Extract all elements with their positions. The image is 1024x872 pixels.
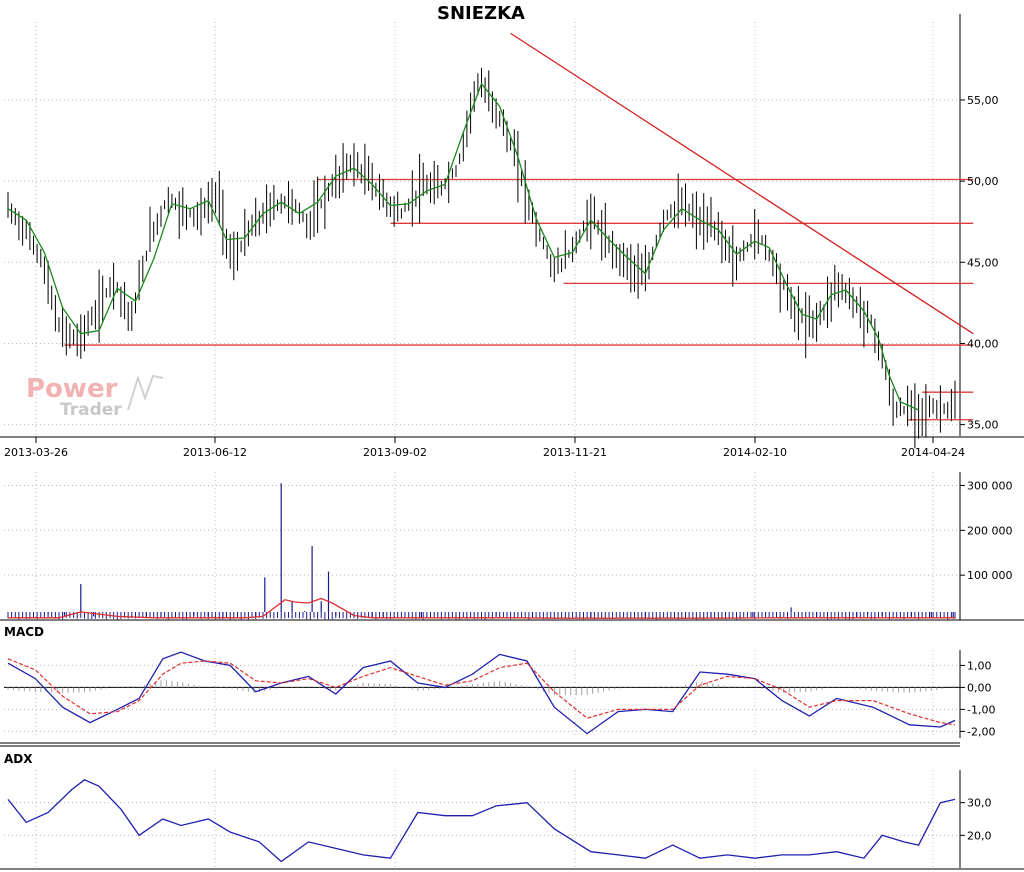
- volume-average: [8, 597, 955, 619]
- x-tick-label: 2013-03-26: [4, 446, 68, 459]
- y-tick-label: -2,00: [967, 725, 995, 738]
- volume-axis: 300 000 200 000 100 000: [960, 479, 1013, 582]
- y-tick-label: 45,00: [967, 256, 999, 269]
- y-tick-label: 55,00: [967, 94, 999, 107]
- y-tick-label: 1,00: [967, 659, 992, 672]
- adx-label: ADX: [4, 752, 33, 766]
- adx-line: [7, 779, 956, 863]
- y-tick-label: 30,0: [967, 797, 992, 810]
- volume-average-line: [8, 597, 955, 619]
- watermark-logo: Power Trader: [26, 374, 164, 420]
- signal-line: [7, 658, 956, 726]
- watermark-line2: Trader: [60, 400, 122, 420]
- y-tick-label: 40,00: [967, 337, 999, 350]
- y-tick-label: 300 000: [967, 479, 1013, 492]
- macd-grid: [4, 650, 960, 738]
- x-tick-label: 2013-11-21: [543, 446, 607, 459]
- y-tick-label: -1,00: [967, 703, 995, 716]
- macd-line: [7, 651, 956, 735]
- price-bars: [7, 67, 956, 449]
- y-tick-label: 20,0: [967, 829, 992, 842]
- downtrend-line: [510, 32, 974, 335]
- price-grid: [4, 22, 960, 436]
- x-tick-label: 2013-06-12: [183, 446, 247, 459]
- y-tick-label: 200 000: [967, 524, 1013, 537]
- watermark-line1: Power: [26, 374, 118, 404]
- trendline: [510, 32, 974, 335]
- x-tick-label: 2014-04-24: [901, 446, 965, 459]
- macd-lines: [7, 651, 956, 735]
- moving-average-line: [7, 82, 919, 411]
- y-tick-label: 50,00: [967, 175, 999, 188]
- volume-bars: [7, 483, 956, 620]
- date-axis: 2013-03-26 2013-06-12 2013-09-02 2013-11-21…: [4, 437, 965, 459]
- y-tick-label: 35,00: [967, 419, 999, 432]
- volume-grid: [4, 472, 960, 620]
- adx-grid: [4, 770, 960, 868]
- y-tick-label: 0,00: [967, 681, 992, 694]
- macd-label: MACD: [4, 625, 44, 639]
- watermark-swoosh-icon: [127, 374, 164, 411]
- x-tick-label: 2013-09-02: [363, 446, 427, 459]
- price-axis: 55,00 50,00 45,00 40,00 35,00: [960, 94, 999, 432]
- chart-title: SNIEZKA: [437, 3, 525, 24]
- macd-histogram: [7, 680, 954, 696]
- y-tick-label: 100 000: [967, 569, 1013, 582]
- panel-frames: [0, 14, 1024, 870]
- macd-axis: 1,00 0,00 -1,00 -2,00: [960, 659, 995, 738]
- x-tick-label: 2014-02-10: [723, 446, 787, 459]
- adx-line: [7, 779, 956, 863]
- adx-axis: 30,0 20,0: [960, 797, 992, 842]
- moving-average: [7, 82, 919, 411]
